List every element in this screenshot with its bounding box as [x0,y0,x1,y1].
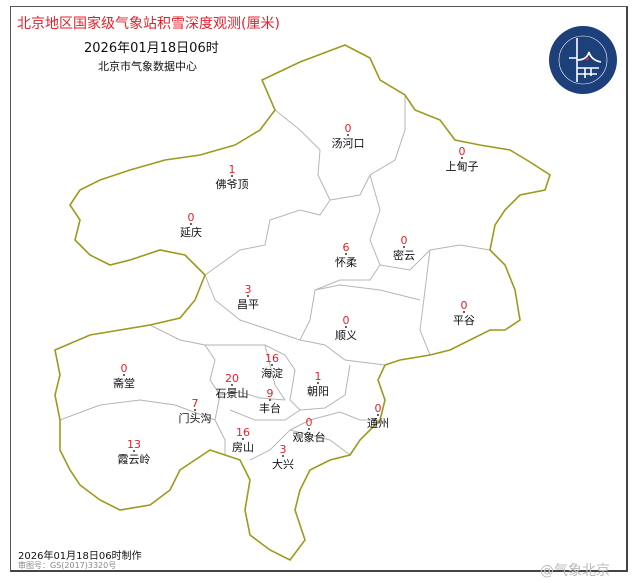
station-6: 3 昌平 [237,283,259,311]
station-name: 平谷 [453,314,475,327]
station-dot [317,382,319,384]
station-name: 怀柔 [335,256,357,269]
station-dot [247,295,249,297]
station-name: 佛爷顶 [216,177,249,191]
station-name: 海淀 [261,366,283,380]
station-name: 门头沟 [179,411,212,425]
snow-depth-value: 0 [461,299,468,312]
station-name: 朝阳 [307,385,329,398]
snow-depth-value: 0 [121,362,128,375]
station-dot [403,246,405,248]
station-dot [347,134,349,136]
snow-depth-value: 0 [375,402,382,415]
station-name: 霞云岭 [118,452,151,466]
station-dot [463,311,465,313]
snow-depth-value: 0 [188,211,195,224]
station-name: 斋堂 [113,376,135,390]
station-dot [377,414,379,416]
issuer: 北京市气象数据中心 [98,60,197,73]
snow-depth-value: 1 [229,163,236,176]
station-name: 上甸子 [446,160,479,173]
station-dot [194,409,196,411]
station-5: 0密云 [393,234,415,262]
station-name: 汤河口 [332,136,365,150]
station-15: 0 通州 [367,402,389,430]
map-approval-number: 审图号：GS(2017)3320号 [18,561,117,570]
snow-depth-value: 13 [127,438,141,451]
snow-depth-value: 9 [267,387,274,400]
snow-depth-value: 3 [245,283,252,296]
snow-depth-value: 20 [225,372,239,385]
beijing-outer-boundary [54,44,551,562]
station-17: 16 房山 [232,426,254,454]
district-boundaries [59,95,491,461]
station-name: 密云 [393,248,415,262]
station-1: 0 上甸子 [446,145,479,173]
beijing-meteorological-service-logo [549,26,617,94]
station-dot [190,223,192,225]
station-11: 1 朝阳 [307,370,329,398]
station-14: 9丰台 [259,387,281,415]
station-dot [461,157,463,159]
station-dot [231,175,233,177]
station-8: 0 顺义 [335,314,357,342]
station-dot [231,384,233,386]
station-name: 石景山 [216,387,249,400]
snow-depth-value: 0 [343,314,350,327]
station-dot [345,326,347,328]
snow-depth-value: 0 [306,416,313,429]
production-time: 2026年01月18日06时制作 [18,551,142,562]
station-dot [345,253,347,255]
observation-time: 2026年01月18日06时 [84,41,219,56]
snow-depth-value: 6 [343,241,350,254]
station-name: 通州 [367,417,389,430]
station-name: 观象台 [293,430,326,444]
snow-depth-value: 16 [265,352,279,365]
station-name: 昌平 [237,298,259,311]
station-12: 20 石景山 [216,372,249,400]
snow-depth-value: 1 [315,370,322,383]
station-9: 0斋堂 [113,362,135,390]
watermark: @气象北京 [540,563,610,579]
snow-depth-value: 0 [345,122,352,135]
station-name: 丰台 [259,401,281,415]
station-dot [308,428,310,430]
station-name: 延庆 [180,225,202,239]
station-dot [271,364,273,366]
map-frame [10,6,628,572]
station-dot [269,399,271,401]
snow-depth-value: 0 [401,234,408,247]
station-dot [123,374,125,376]
snow-depth-value: 16 [236,426,250,439]
station-19: 3大兴 [272,443,294,471]
snow-depth-value: 3 [280,443,287,456]
station-dot [282,455,284,457]
station-3: 0延庆 [180,211,202,239]
station-7: 0 平谷 [453,299,475,327]
map-title: 北京地区国家级气象站积雪深度观测(厘米) [17,16,280,32]
station-dot [133,450,135,452]
snow-depth-value: 0 [459,145,466,158]
station-dot [242,438,244,440]
station-name: 顺义 [335,329,357,342]
snow-depth-value: 7 [192,397,199,410]
station-name: 房山 [232,441,254,454]
station-name: 大兴 [272,457,294,471]
station-4: 6 怀柔 [335,241,357,269]
